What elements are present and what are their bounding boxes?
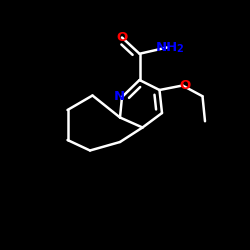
Text: O: O	[116, 31, 128, 44]
Text: NH: NH	[156, 41, 178, 54]
Text: N: N	[114, 90, 125, 103]
Text: O: O	[180, 79, 191, 92]
Text: 2: 2	[177, 44, 184, 54]
